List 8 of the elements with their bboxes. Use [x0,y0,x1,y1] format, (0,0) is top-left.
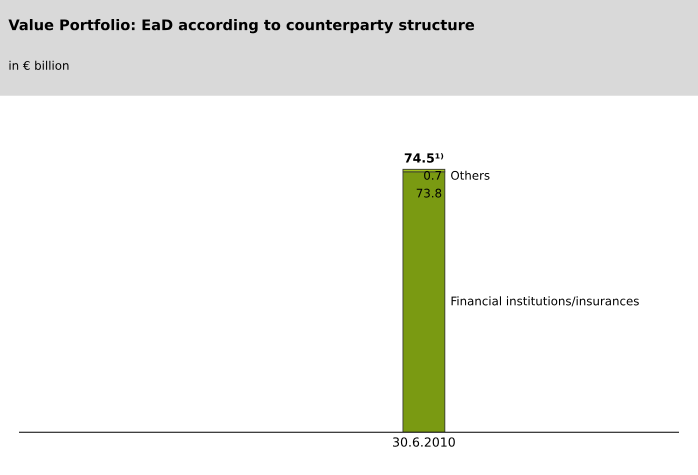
total-label: 74.5¹⁾ [404,153,444,163]
x-tick-label: 30.6.2010 [393,437,455,447]
series-label: Others [451,170,490,180]
data-label: 73.8 [416,188,442,198]
data-label: 0.7 [424,170,442,180]
text: in € billion [9,60,68,70]
series-label: Financial institutions/insurances [452,296,639,306]
text: Value Portfolio: EaD according to counterparty structure [8,19,474,34]
